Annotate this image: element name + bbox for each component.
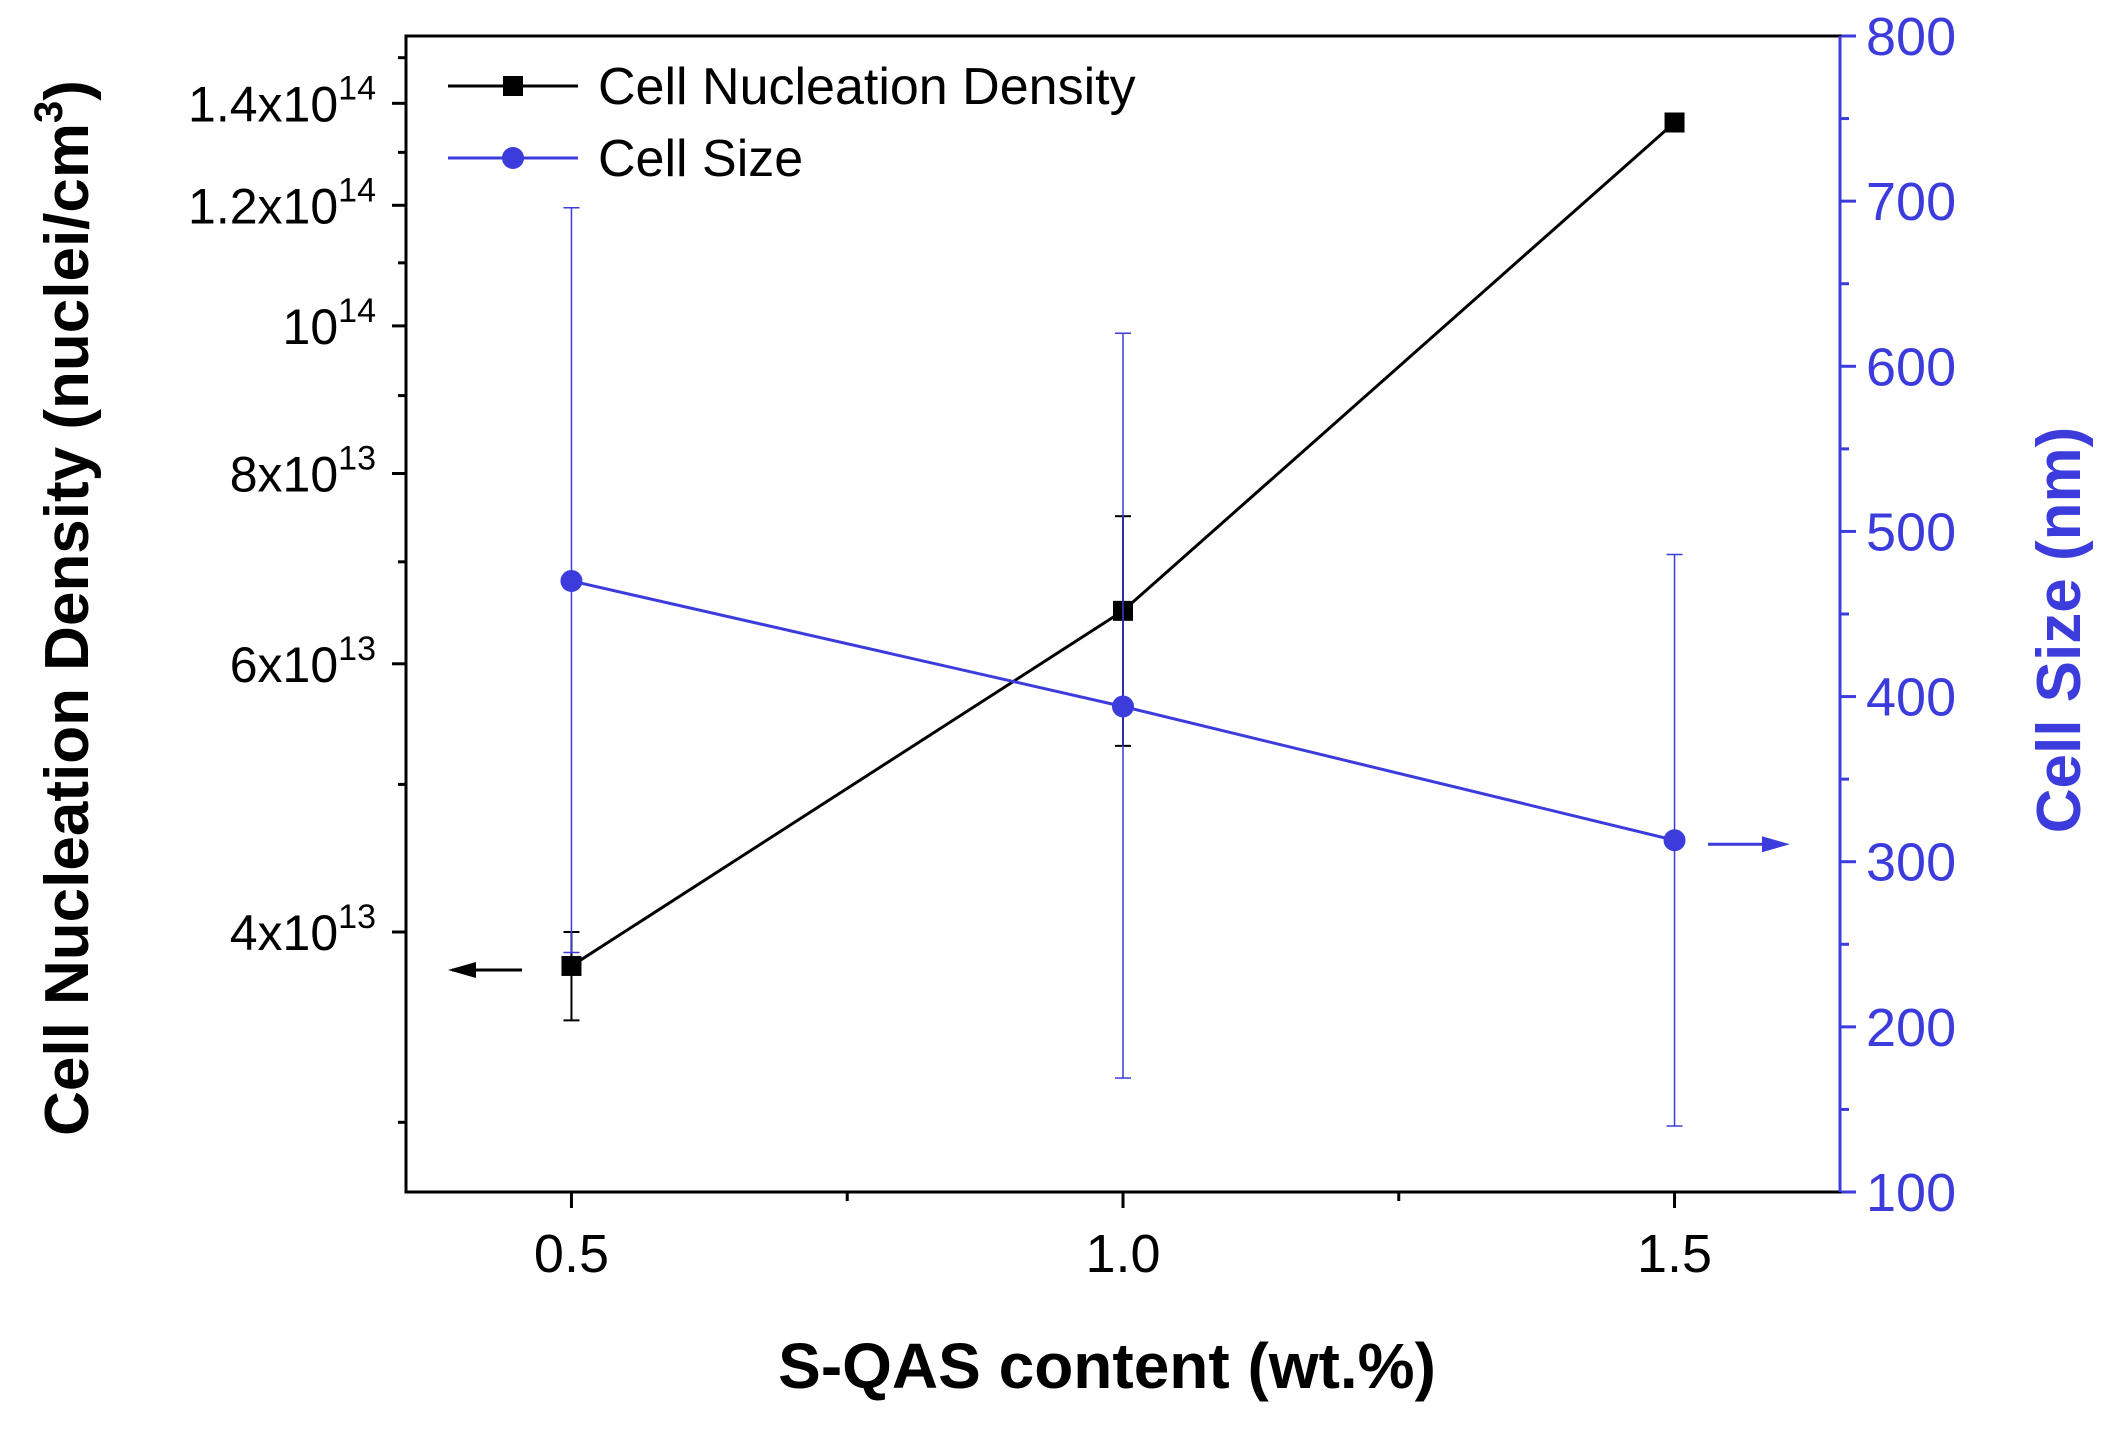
left-tick-mantissa: 1.2x10: [188, 178, 338, 234]
right-axis-ticks: 100 200 300 400 500 600 700 800: [1840, 7, 1956, 1223]
density-marker: [1664, 112, 1685, 133]
left-tick-exponent: 14: [338, 171, 376, 209]
left-axis-label-close: ): [33, 80, 102, 101]
left-tick-mantissa: 8x10: [230, 447, 338, 503]
series-layer: [560, 112, 1686, 1127]
size-marker: [1112, 695, 1134, 718]
left-tick-label: 8x1013: [230, 440, 376, 503]
left-axis-label-text: Cell Nucleation Density (nuclei/cm: [33, 123, 102, 1136]
left-tick-label: 1.4x1014: [188, 69, 376, 132]
right-arrow-head: [1762, 836, 1790, 853]
left-tick-label: 1014: [283, 292, 376, 355]
x-axis-label: S-QAS content (wt.%): [778, 1330, 1436, 1402]
legend-size-label: Cell Size: [598, 130, 803, 188]
right-axis-label: Cell Size (nm): [2025, 427, 2094, 834]
right-tick-label: 100: [1866, 1163, 1956, 1223]
left-tick-exponent: 13: [338, 630, 376, 668]
right-tick-label: 300: [1866, 833, 1956, 893]
right-tick-label: 400: [1866, 668, 1956, 728]
left-tick-mantissa: 10: [283, 299, 339, 355]
density-marker: [561, 955, 582, 976]
left-tick-label: 1.2x1014: [188, 171, 376, 234]
left-tick-exponent: 13: [338, 440, 376, 478]
left-tick-label: 4x1013: [230, 898, 376, 961]
left-tick-mantissa: 1.4x10: [188, 76, 338, 132]
size-marker: [1663, 829, 1686, 852]
x-tick-label: 1.0: [1085, 1224, 1160, 1284]
x-axis-ticks: 0.5 1.0 1.5: [534, 1192, 1712, 1284]
x-tick-label: 1.5: [1637, 1224, 1712, 1284]
legend: Cell Nucleation Density Cell Size: [448, 58, 1136, 188]
size-marker: [560, 569, 583, 592]
axis-arrows: [448, 836, 1790, 978]
right-tick-label: 500: [1866, 502, 1956, 562]
legend-density-marker: [503, 76, 523, 96]
left-tick-exponent: 13: [338, 898, 376, 936]
left-axis-label: Cell Nucleation Density (nuclei/cm3): [27, 80, 102, 1136]
left-tick-mantissa: 4x10: [230, 905, 338, 961]
right-tick-label: 800: [1866, 7, 1956, 67]
left-tick-label: 6x1013: [230, 630, 376, 693]
left-tick-mantissa: 6x10: [230, 637, 338, 693]
legend-density-label: Cell Nucleation Density: [598, 58, 1136, 116]
right-tick-label: 700: [1866, 172, 1956, 232]
x-tick-label: 0.5: [534, 1224, 609, 1284]
left-arrow-head: [448, 961, 476, 978]
left-tick-exponent: 14: [338, 292, 376, 330]
left-axis-label-superscript: 3: [27, 101, 71, 123]
legend-size-marker: [502, 147, 524, 169]
right-tick-label: 200: [1866, 998, 1956, 1058]
left-tick-exponent: 14: [338, 69, 376, 107]
right-tick-label: 600: [1866, 337, 1956, 397]
